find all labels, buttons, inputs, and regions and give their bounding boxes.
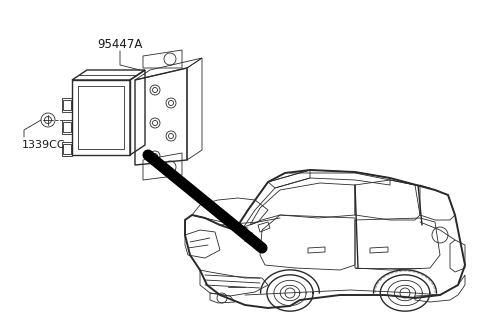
Text: 1339CC: 1339CC — [22, 140, 66, 150]
Text: 95447A: 95447A — [97, 39, 143, 52]
Polygon shape — [244, 232, 262, 248]
